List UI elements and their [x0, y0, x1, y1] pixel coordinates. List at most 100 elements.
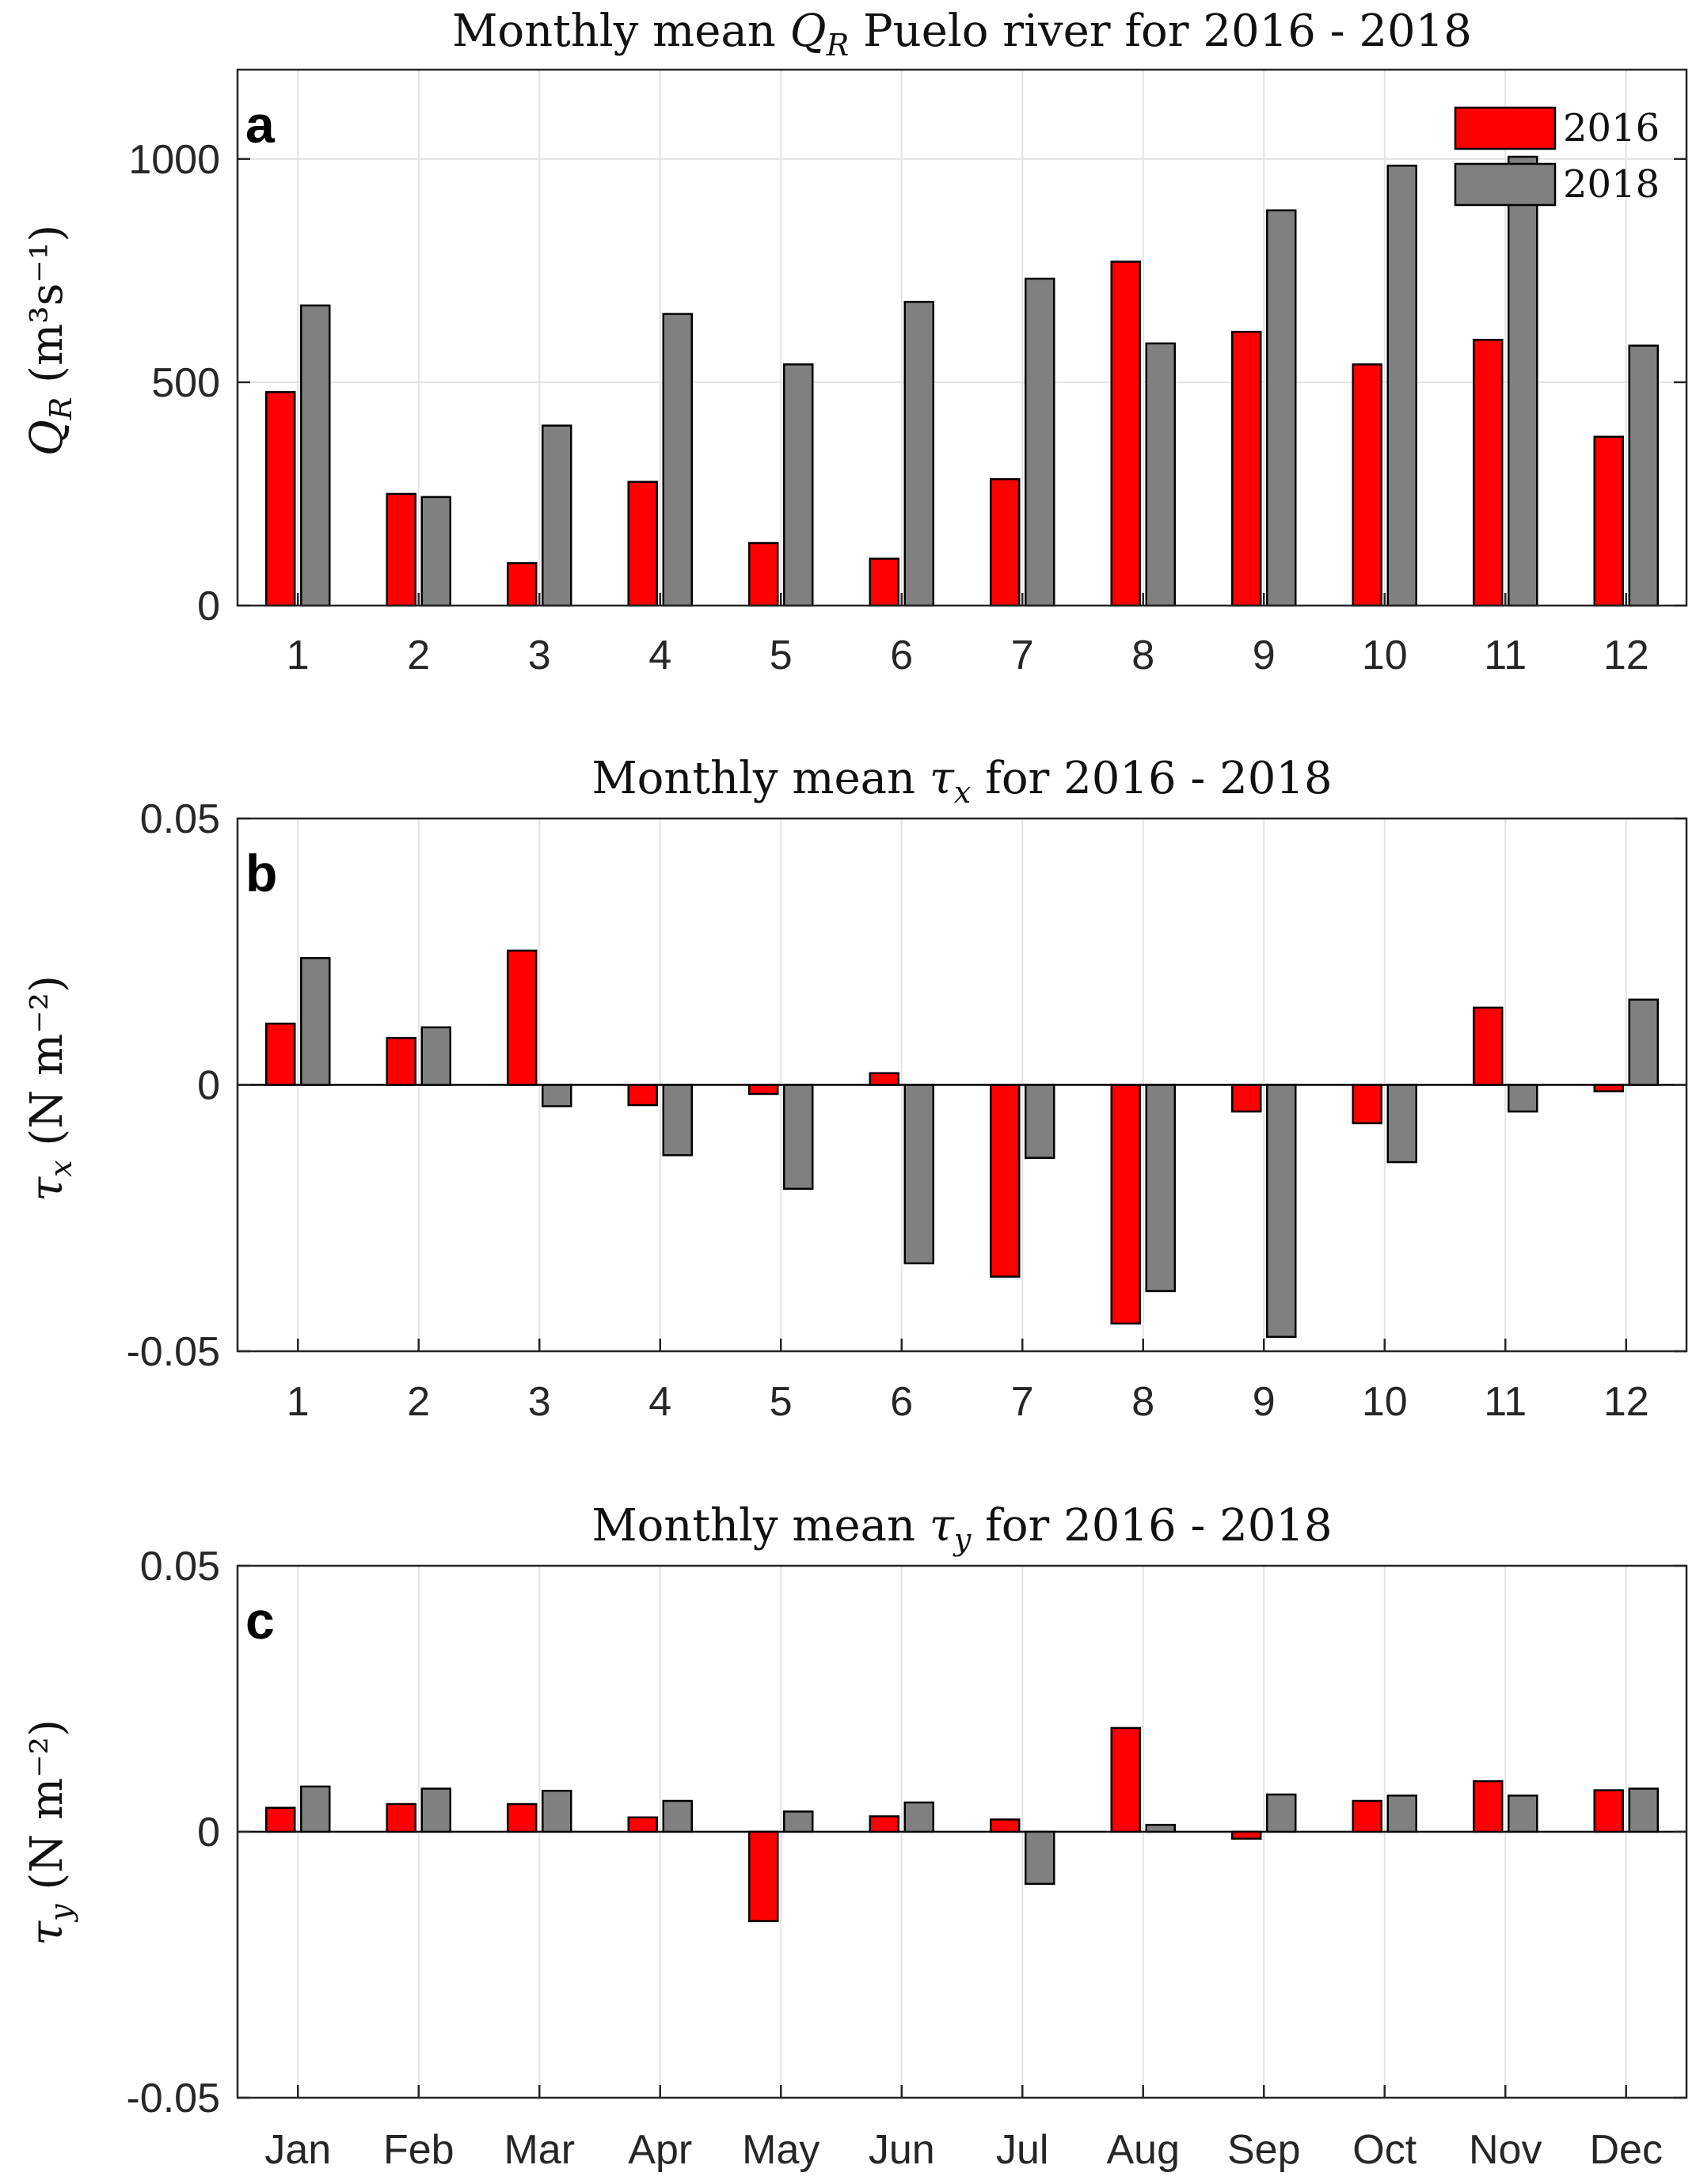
bar-2016-10 [1352, 363, 1382, 607]
x-tick-label: 8 [1131, 1379, 1154, 1425]
x-tick-label: 6 [890, 632, 913, 678]
bar-2018-10 [1386, 1084, 1417, 1164]
bar-2016-5 [748, 541, 779, 607]
title-suffix: for 2016 - 2018 [971, 753, 1332, 804]
x-tick-label: Oct [1352, 2127, 1417, 2173]
x-tick-label: Apr [628, 2127, 692, 2173]
title-prefix: Monthly mean [591, 1500, 930, 1552]
y-tick-label: -0.05 [126, 1329, 220, 1375]
bar-2016-Apr [627, 1816, 658, 1833]
panel-letter: a [245, 95, 276, 154]
panel-letter: b [245, 844, 277, 902]
x-tick-label: 1 [287, 1379, 310, 1425]
ylabel-symbol: Q [21, 420, 73, 456]
bar-2018-Apr [662, 1799, 693, 1833]
legend: 2016 2018 [1454, 106, 1660, 207]
title-symbol: Q [790, 6, 827, 57]
bar-2018-Jun [903, 1801, 934, 1833]
bar-2018-Nov [1508, 1795, 1538, 1833]
x-tick-label: 11 [1484, 632, 1527, 678]
bar-2018-6 [903, 1084, 934, 1265]
y-axis-label: τy (N m⁻²) [21, 1719, 78, 1946]
bar-2018-5 [783, 1084, 814, 1190]
bar-2016-2 [386, 1037, 416, 1086]
legend-swatch-2018 [1454, 162, 1557, 207]
x-tick-label: 5 [770, 632, 793, 678]
bar-2016-6 [869, 557, 899, 607]
bar-2016-12 [1593, 1084, 1624, 1092]
x-tick-label: Aug [1106, 2127, 1180, 2173]
title-symbol: τ [930, 753, 955, 804]
bar-2016-9 [1231, 330, 1262, 607]
ylabel-symbol: τ [21, 1176, 73, 1202]
bar-2018-3 [542, 1084, 572, 1107]
bar-2018-11 [1508, 155, 1538, 607]
bar-2016-Aug [1110, 1726, 1141, 1833]
bar-2018-12 [1628, 344, 1659, 607]
y-tick-label: 500 [151, 360, 220, 406]
bar-2016-7 [990, 478, 1021, 607]
ylabel-symbol: τ [21, 1920, 73, 1946]
legend-label: 2016 [1563, 106, 1660, 150]
bar-2016-3 [507, 949, 538, 1086]
bar-2016-Sep [1231, 1830, 1262, 1840]
bar-2016-Oct [1352, 1799, 1382, 1833]
bar-2018-11 [1508, 1084, 1538, 1113]
bar-2018-7 [1025, 277, 1055, 607]
bar-2016-1 [265, 391, 296, 607]
bar-2016-12 [1593, 435, 1624, 607]
x-tick-label: 3 [528, 632, 551, 678]
legend-label: 2018 [1563, 162, 1660, 207]
bar-2016-8 [1110, 260, 1141, 607]
bar-2018-Jan [300, 1785, 331, 1833]
bar-2018-4 [662, 313, 693, 607]
bar-2018-3 [542, 424, 572, 607]
x-tick-label: Nov [1469, 2127, 1542, 2173]
panel-letter: c [245, 1591, 275, 1650]
bar-2016-Jan [265, 1806, 296, 1833]
bar-2018-9 [1266, 1084, 1297, 1339]
bar-2018-May [783, 1810, 814, 1833]
bar-2016-Dec [1593, 1789, 1624, 1833]
ylabel-subscript: y [44, 1904, 78, 1923]
title-suffix: Puelo river for 2016 - 2018 [849, 6, 1472, 57]
bar-2016-9 [1231, 1084, 1262, 1113]
bar-2016-Mar [507, 1802, 538, 1833]
title-subscript: R [826, 28, 850, 63]
bar-2016-May [748, 1830, 779, 1923]
ylabel-units: (N m⁻²) [21, 1719, 73, 1904]
bar-2016-1 [265, 1022, 296, 1086]
bar-2018-1 [300, 957, 331, 1086]
x-tick-label: 5 [770, 1379, 793, 1425]
bar-2016-Jun [869, 1815, 899, 1833]
x-tick-label: 6 [890, 1379, 913, 1425]
bar-2018-1 [300, 304, 331, 607]
bar-2018-Mar [542, 1790, 572, 1833]
y-axis-label: QR (m³s⁻¹) [21, 225, 78, 456]
bar-2016-8 [1110, 1084, 1141, 1325]
bar-2018-Dec [1628, 1787, 1659, 1833]
axes-box [236, 68, 1688, 607]
x-tick-label: 2 [407, 632, 430, 678]
y-tick-label: 0.05 [140, 1544, 220, 1590]
x-tick-label: 10 [1362, 632, 1408, 678]
y-tick-label: 1000 [128, 137, 220, 183]
chart-title: Monthly mean QR Puelo river for 2016 - 2… [452, 6, 1472, 63]
title-prefix: Monthly mean [591, 753, 930, 804]
bar-2018-2 [420, 1026, 451, 1086]
x-tick-label: 12 [1603, 632, 1649, 678]
x-tick-label: 8 [1131, 632, 1154, 678]
x-tick-label: 9 [1253, 1379, 1276, 1425]
bar-2018-Sep [1266, 1793, 1297, 1833]
x-tick-label: 3 [528, 1379, 551, 1425]
bar-2018-Feb [420, 1787, 451, 1833]
chart-title: Monthly mean τy for 2016 - 2018 [591, 1500, 1332, 1557]
bar-2016-11 [1473, 339, 1504, 607]
x-tick-label: 9 [1253, 632, 1276, 678]
bar-2018-9 [1266, 209, 1297, 607]
y-tick-label: -0.05 [126, 2076, 220, 2121]
x-tick-label: 7 [1011, 632, 1034, 678]
y-tick-label: 0 [197, 1810, 220, 1855]
